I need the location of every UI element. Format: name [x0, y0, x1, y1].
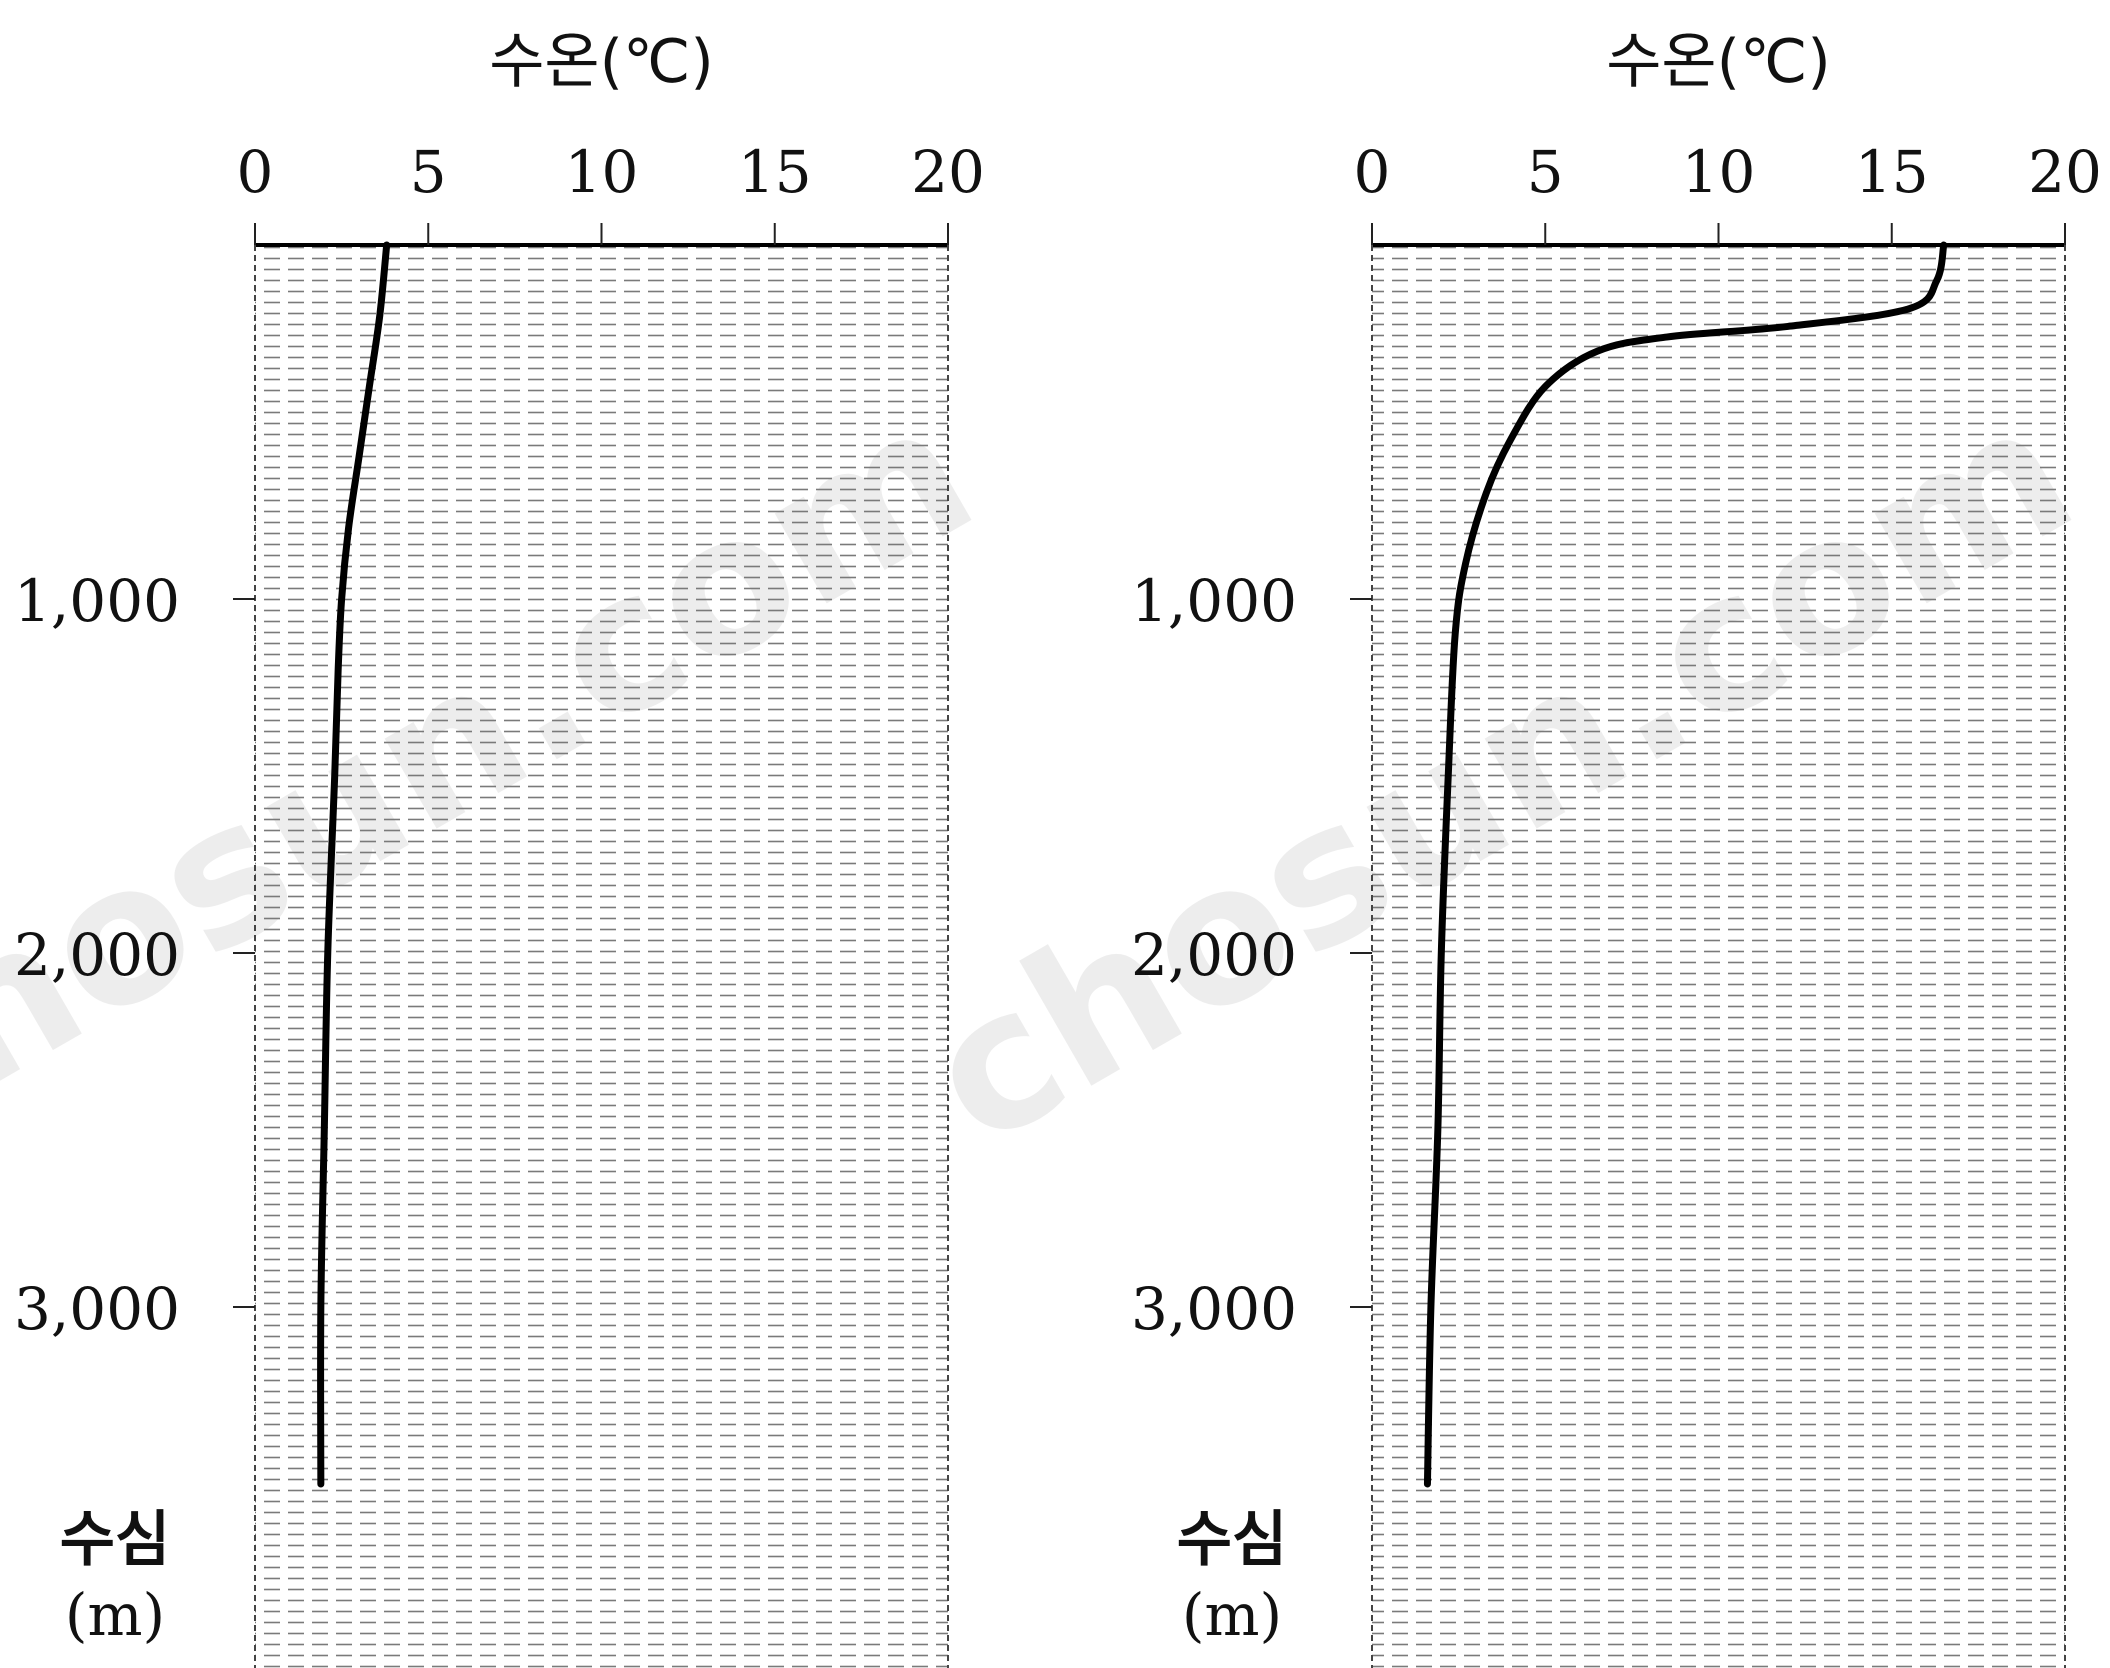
- x-tick-label: 10: [1682, 138, 1756, 206]
- y-axis-title-line1: 수심: [1177, 1505, 1287, 1575]
- x-axis-title: 수온(℃): [489, 27, 714, 97]
- x-tick-label: 10: [565, 138, 639, 206]
- depth-temperature-chart-right: 0 5 10 15 20 수온(℃) 1,000 2,000 3,000 수심(m): [1131, 27, 2102, 1668]
- x-tick-label: 0: [237, 138, 274, 206]
- plot-area: [1372, 245, 2065, 1668]
- y-tick-label: 2,000: [1131, 921, 1297, 989]
- x-tick-label: 20: [2028, 138, 2102, 206]
- x-axis-title: 수온(℃): [1606, 27, 1831, 97]
- depth-temperature-chart-left: 0 5 10 15 20 수온(℃) 1,000 2,000 3,000 수심(m): [14, 27, 985, 1668]
- x-tick-label: 20: [911, 138, 985, 206]
- x-tick-label: 15: [1855, 138, 1929, 206]
- y-tick-label: 1,000: [14, 567, 180, 635]
- y-tick-label: 3,000: [1131, 1275, 1297, 1343]
- y-axis-title-line2: (m): [65, 1581, 165, 1649]
- x-tick-label: 15: [738, 138, 812, 206]
- y-tick-label: 3,000: [14, 1275, 180, 1343]
- y-axis-title-line1: 수심: [60, 1505, 170, 1575]
- x-tick-label: 0: [1354, 138, 1391, 206]
- plot-area: [255, 245, 948, 1668]
- x-tick-label: 5: [1527, 138, 1564, 206]
- y-tick-label: 2,000: [14, 921, 180, 989]
- y-axis-title-line2: (m): [1182, 1581, 1282, 1649]
- temperature-profile-line: [1423, 241, 1948, 1488]
- x-tick-label: 5: [410, 138, 447, 206]
- temperature-profile-line: [317, 241, 391, 1488]
- y-tick-label: 1,000: [1131, 567, 1297, 635]
